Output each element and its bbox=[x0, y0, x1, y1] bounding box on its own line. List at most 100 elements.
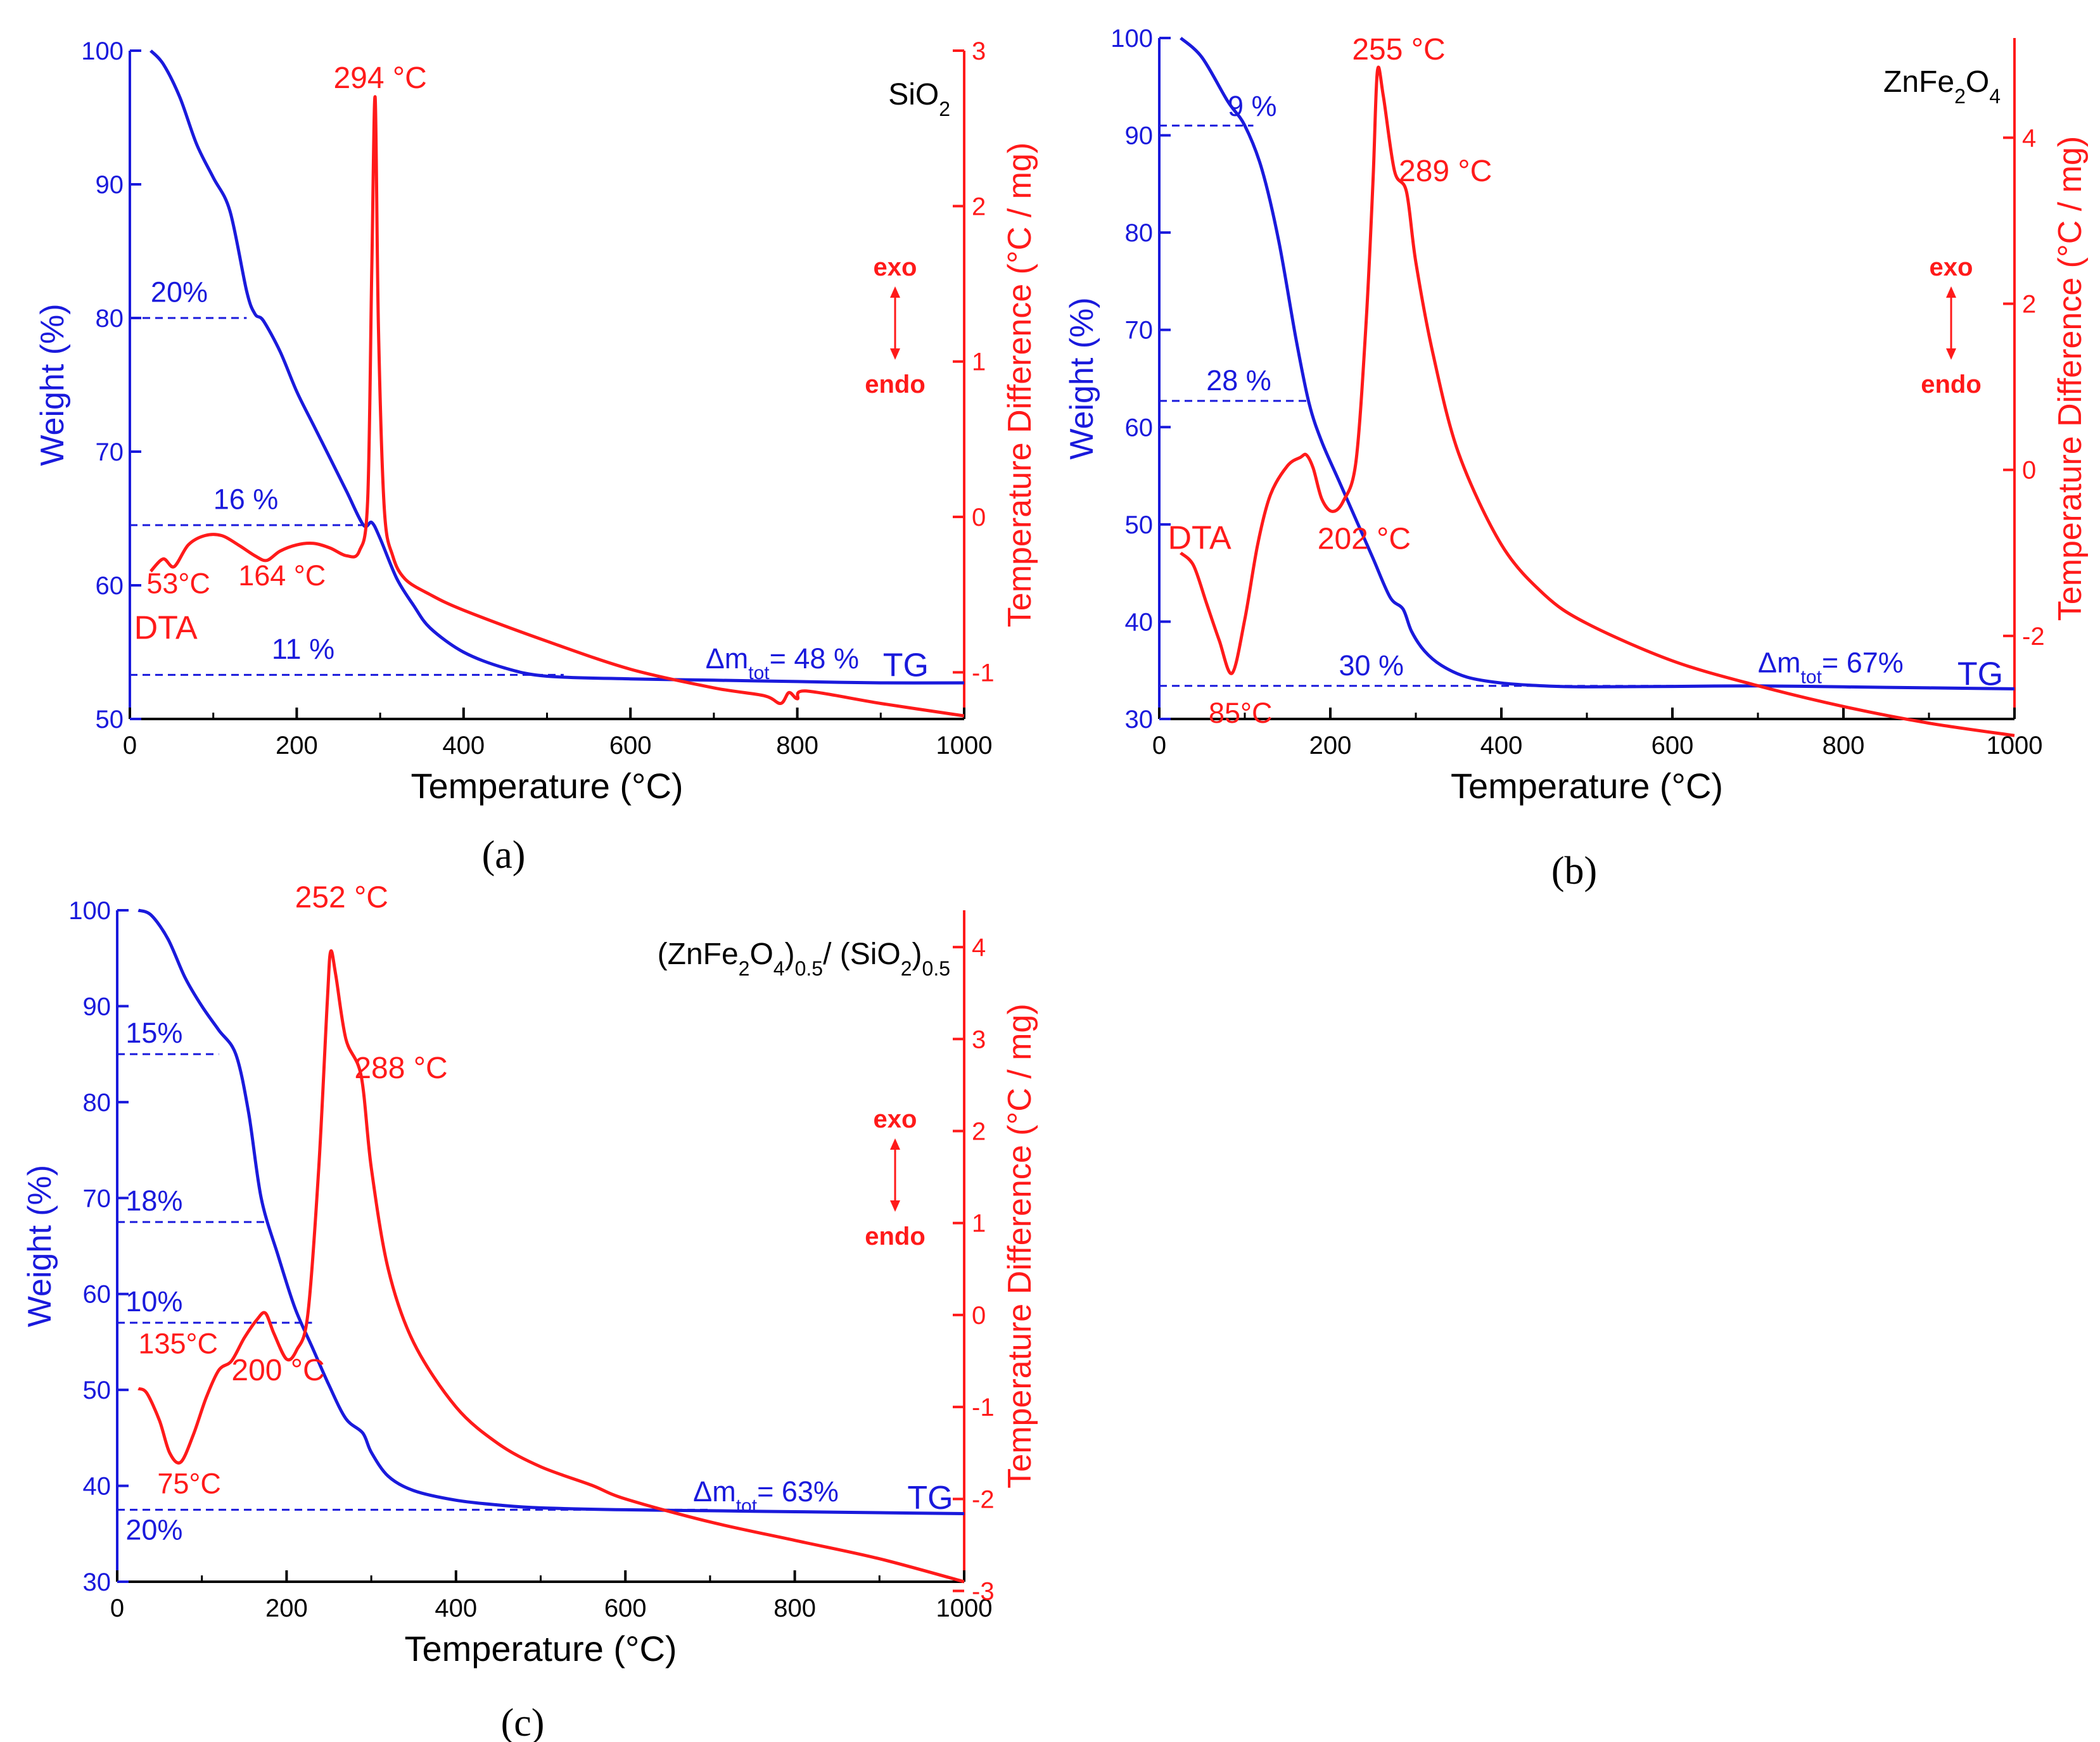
title-part: tot bbox=[736, 1495, 758, 1516]
guide-label: 15% bbox=[125, 1017, 182, 1049]
exo-label: exo bbox=[874, 253, 917, 281]
title-part: 0.5 bbox=[795, 957, 823, 980]
x-tick-label: 400 bbox=[435, 1594, 477, 1622]
title-part: tot bbox=[748, 662, 770, 683]
peak-label: 294 °C bbox=[333, 61, 426, 95]
y-tick-label: 40 bbox=[83, 1473, 111, 1501]
peak-label: 135°C bbox=[138, 1328, 218, 1360]
x-axis-label: Temperature (°C) bbox=[1451, 766, 1723, 806]
title-part: / (SiO bbox=[823, 938, 901, 971]
peak-label: 75°C bbox=[157, 1468, 221, 1500]
x-tick-label: 1000 bbox=[936, 732, 993, 760]
x-tick-label: 400 bbox=[1480, 732, 1523, 760]
x-tick-label: 600 bbox=[609, 732, 652, 760]
y-tick-label: 70 bbox=[96, 438, 124, 466]
peak-label: 85°C bbox=[1209, 697, 1273, 729]
y2-tick-label: 2 bbox=[972, 193, 986, 220]
x-axis-label: Temperature (°C) bbox=[404, 1629, 677, 1669]
peak-label: 53°C bbox=[146, 568, 210, 600]
panel-b-znfe2o4: 9 %28 %30 % 0 200 400 600 800 100030405060708… bbox=[1064, 25, 2089, 893]
title-part: O bbox=[749, 938, 773, 971]
guide-label: 11 % bbox=[272, 633, 334, 665]
peak-label: 202 °C bbox=[1318, 522, 1411, 556]
guide-label: 10% bbox=[125, 1285, 182, 1318]
y2-tick-label: 3 bbox=[972, 37, 986, 65]
y2-tick-label: 2 bbox=[2022, 291, 2036, 319]
panel-label: (c) bbox=[501, 1701, 545, 1742]
x-tick-label: 0 bbox=[123, 732, 137, 760]
y2-tick-label: 4 bbox=[2022, 124, 2036, 152]
title-part: tot bbox=[1801, 666, 1823, 687]
dta-curve bbox=[1180, 65, 2015, 737]
y-tick-label: 80 bbox=[1125, 219, 1154, 247]
y-tick-label: 80 bbox=[96, 305, 124, 333]
y-tick-label: 60 bbox=[96, 572, 124, 600]
y-tick-label: 50 bbox=[83, 1376, 111, 1404]
title-part: 2 bbox=[1954, 85, 1966, 108]
x-tick-label: 800 bbox=[773, 1594, 816, 1622]
mass-loss-guides: 20% 16 % 11 % bbox=[130, 276, 564, 676]
total-mass-loss: Δmtot= 63% bbox=[693, 1475, 839, 1516]
y2-tick-label: 1 bbox=[972, 348, 986, 376]
title-part: 0.5 bbox=[922, 957, 950, 980]
x-tick-label: 800 bbox=[1823, 732, 1865, 760]
x-tick-label: 400 bbox=[442, 732, 485, 760]
total-mass-loss: Δmtot= 67% bbox=[1758, 646, 1904, 687]
annotations: 255 °C 289 °C 202 °C DTA 85°C TG bbox=[1168, 33, 2004, 729]
y-axis-label-weight: Weight (%) bbox=[1064, 297, 1100, 459]
y-axis-label-temperature-difference: Temperature Difference (°C / mg) bbox=[1002, 1003, 1038, 1488]
y-tick-label: 90 bbox=[96, 171, 124, 199]
arrow-up-head bbox=[1946, 286, 1956, 298]
tg-label: TG bbox=[907, 1480, 953, 1516]
chart-title: SiO2 bbox=[888, 78, 950, 120]
y-tick-label: 100 bbox=[1110, 25, 1153, 53]
panel-label: (b) bbox=[1551, 849, 1597, 893]
arrow-up-head bbox=[890, 286, 900, 298]
guide-label: 20% bbox=[125, 1513, 182, 1546]
title-part: = 67% bbox=[1822, 646, 1904, 678]
guide-label: 9 % bbox=[1228, 90, 1277, 122]
x-tick-label: 200 bbox=[265, 1594, 308, 1622]
dta-label: DTA bbox=[134, 609, 198, 646]
title-part: 2 bbox=[739, 957, 750, 980]
annotations: 294 °C 53°C 164 °C DTA TG bbox=[134, 61, 929, 683]
title-part: ) bbox=[912, 938, 922, 971]
y2-tick-label: 1 bbox=[972, 1210, 986, 1238]
y-tick-label: 30 bbox=[1125, 706, 1154, 734]
arrow-down-head bbox=[1946, 348, 1956, 360]
chart-title: ZnFe2O4 bbox=[1883, 65, 2001, 108]
y-tick-label: 60 bbox=[1125, 414, 1154, 442]
y-tick-label: 70 bbox=[83, 1185, 111, 1212]
mass-loss-guides: 15% 18% 10% 20% bbox=[117, 1017, 710, 1546]
title-part: 4 bbox=[773, 957, 785, 980]
x-tick-label: 0 bbox=[1152, 732, 1166, 760]
y-tick-label: 100 bbox=[81, 37, 124, 65]
y-tick-label: 40 bbox=[1125, 608, 1154, 636]
title-part: 4 bbox=[1989, 85, 2001, 108]
y2-tick-label: 4 bbox=[972, 934, 986, 962]
title-part: O bbox=[1966, 65, 1989, 99]
exo-label: exo bbox=[874, 1105, 917, 1133]
peak-label: 252 °C bbox=[295, 881, 388, 914]
y-tick-label: 50 bbox=[96, 706, 124, 734]
tg-curve bbox=[1180, 37, 2015, 690]
chart-title: (ZnFe2O4)0.5/ (SiO2)0.5 bbox=[658, 938, 950, 980]
y-tick-label: 60 bbox=[83, 1281, 111, 1309]
title-part: 2 bbox=[939, 98, 950, 120]
tg-label: TG bbox=[883, 647, 929, 683]
dta-curve bbox=[137, 949, 965, 1584]
x-tick-label: 600 bbox=[1651, 732, 1694, 760]
exo-endo-arrow-icon bbox=[890, 286, 900, 360]
title-part: SiO bbox=[888, 78, 939, 111]
peak-label: 289 °C bbox=[1399, 155, 1492, 188]
peak-label: 255 °C bbox=[1352, 33, 1445, 67]
title-part: Δm bbox=[1758, 646, 1801, 678]
exo-endo-arrow-icon bbox=[1946, 286, 1956, 360]
y-tick-label: 90 bbox=[83, 993, 111, 1020]
title-part: (ZnFe bbox=[658, 938, 739, 971]
guide-label: 16 % bbox=[213, 483, 279, 516]
y2-tick-label: 0 bbox=[972, 1302, 986, 1330]
arrow-up-head bbox=[890, 1138, 900, 1150]
title-part: 2 bbox=[901, 957, 912, 980]
